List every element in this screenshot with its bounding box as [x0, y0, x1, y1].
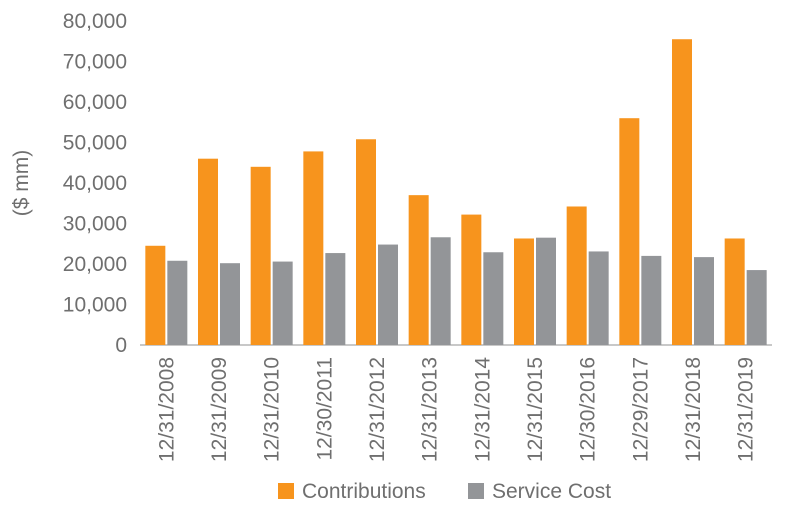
bar-contributions	[250, 166, 271, 345]
bar-service-cost	[483, 252, 504, 345]
bar-service-cost	[536, 237, 556, 345]
legend: Contributions Service Cost	[278, 480, 611, 503]
x-tick-label: 12/30/2016	[577, 357, 600, 462]
x-tick-label: 12/31/2018	[682, 357, 705, 462]
x-tick-label: 12/29/2017	[629, 357, 652, 462]
x-tick-label: 12/31/2014	[471, 357, 494, 462]
bar-service-cost	[588, 251, 609, 345]
bar-contributions	[514, 238, 534, 345]
x-tick-label: 12/31/2013	[419, 357, 442, 462]
bar-contributions	[303, 151, 324, 345]
x-tick-label: 12/31/2008	[155, 357, 178, 462]
x-tick-labels: 12/31/2008 12/31/2009 12/31/2010 12/30/2011…	[155, 357, 757, 462]
bar-service-cost	[694, 257, 714, 345]
bar-service-cost	[378, 244, 398, 345]
bar-contributions	[356, 139, 376, 345]
y-tick-label: 80,000	[63, 10, 127, 33]
y-tick-label: 40,000	[63, 172, 127, 195]
y-tick-label: 10,000	[63, 294, 127, 317]
x-tick-label: 12/31/2019	[735, 357, 758, 462]
bar-contributions	[408, 195, 429, 345]
y-tick-label: 0	[115, 334, 127, 357]
bar-contributions	[198, 158, 218, 345]
y-tick-label: 70,000	[63, 51, 127, 74]
y-tick-label: 50,000	[63, 132, 127, 155]
bar-service-cost	[430, 237, 451, 345]
x-tick-label: 12/30/2011	[313, 357, 336, 461]
legend-label: Service Cost	[492, 480, 611, 503]
bar-contributions	[461, 214, 482, 345]
y-tick-label: 60,000	[63, 91, 127, 114]
x-tick-label: 12/31/2015	[524, 357, 547, 462]
bar-service-cost	[746, 270, 767, 345]
bar-contributions	[724, 238, 745, 345]
bar-service-cost	[641, 255, 662, 345]
bar-service-cost	[220, 263, 240, 345]
legend-swatch	[468, 483, 484, 499]
legend-label: Contributions	[302, 480, 426, 503]
bar-service-cost	[272, 261, 293, 345]
x-tick-label: 12/31/2009	[208, 357, 231, 462]
bar-service-cost	[167, 260, 188, 345]
bar-service-cost	[325, 253, 346, 345]
y-tick-labels: 0 10,000 20,000 30,000 40,000 50,000 60,000 70,…	[63, 10, 127, 357]
legend-swatch	[278, 483, 294, 499]
bar-contributions	[566, 206, 587, 345]
y-axis-title: ($ mm)	[10, 150, 33, 217]
y-tick-label: 30,000	[63, 213, 127, 236]
x-tick-label: 12/31/2012	[366, 357, 389, 462]
bar-contributions	[145, 245, 166, 345]
bars-layer	[145, 39, 767, 345]
bar-contributions	[619, 118, 640, 345]
bar-contributions	[672, 39, 692, 345]
y-tick-label: 20,000	[63, 253, 127, 276]
x-tick-label: 12/31/2010	[261, 357, 284, 462]
